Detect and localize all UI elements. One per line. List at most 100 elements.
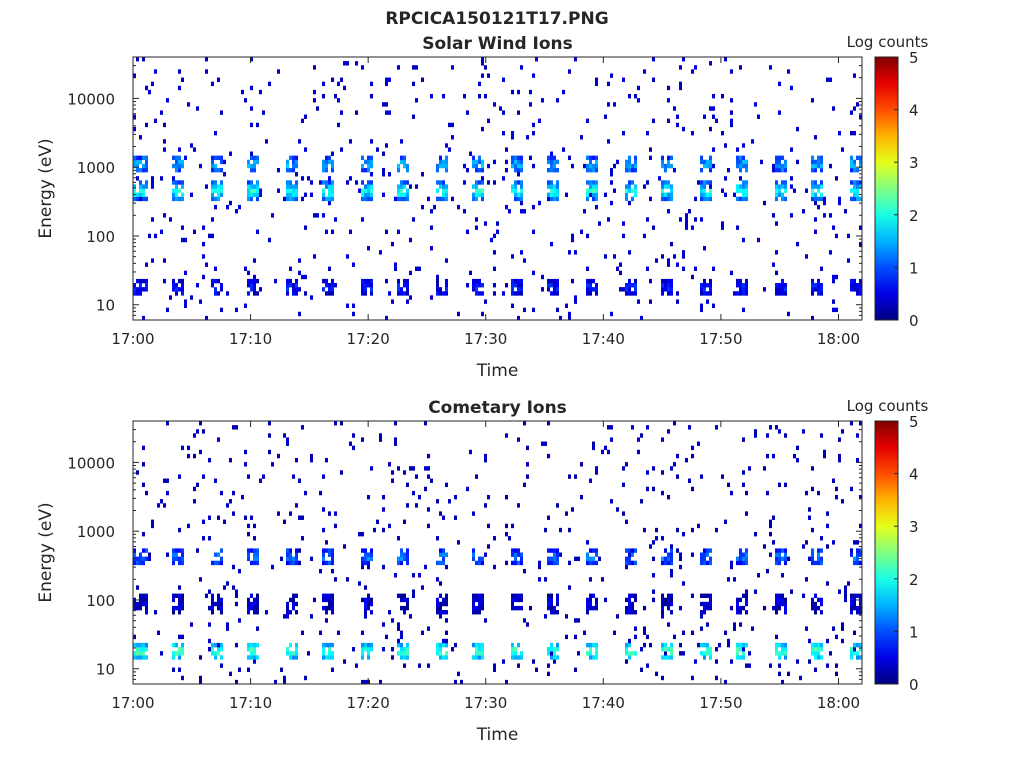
heat-cell <box>547 601 550 607</box>
heat-cell <box>415 98 418 103</box>
heat-cell <box>199 299 202 304</box>
heat-cell <box>673 106 676 111</box>
heat-cell <box>682 531 685 537</box>
heat-cell <box>736 655 739 660</box>
heat-cell <box>142 184 145 189</box>
heat-cell <box>850 421 853 426</box>
heat-cell <box>148 89 151 95</box>
heat-cell <box>208 622 211 627</box>
heat-cell <box>520 167 523 173</box>
heat-cell <box>817 560 820 566</box>
heat-cell <box>655 258 658 263</box>
heat-cell <box>370 283 373 288</box>
heat-cell <box>595 155 598 161</box>
heat-cell <box>535 667 538 672</box>
heat-cell <box>178 556 181 562</box>
heat-cell <box>589 601 592 607</box>
heat-cell <box>148 556 151 562</box>
heat-cell <box>742 163 745 169</box>
heat-cell <box>559 527 562 533</box>
heat-cell <box>811 98 814 103</box>
heat-cell <box>367 246 370 251</box>
heat-cell <box>769 663 772 668</box>
heat-cell <box>520 180 523 185</box>
heat-cell <box>511 601 514 607</box>
heat-cell <box>445 188 448 193</box>
heat-cell <box>733 622 736 627</box>
heat-cell <box>736 155 739 161</box>
heat-cell <box>142 278 145 284</box>
heat-cell <box>610 437 613 442</box>
heat-cell <box>742 642 745 648</box>
heat-cell <box>814 593 817 599</box>
heat-cell <box>256 655 259 660</box>
heat-cell <box>595 287 598 292</box>
heat-cell <box>256 122 259 128</box>
heat-cell <box>406 503 409 508</box>
heat-cell <box>664 196 667 202</box>
heat-cell <box>493 663 496 668</box>
heat-cell <box>814 196 817 202</box>
heat-cell <box>820 283 823 288</box>
heat-cell <box>550 167 553 173</box>
heat-cell <box>664 647 667 652</box>
heat-cell <box>727 167 730 173</box>
heat-cell <box>466 283 469 288</box>
heat-cell <box>136 651 139 656</box>
heat-cell <box>778 605 781 611</box>
heat-cell <box>589 192 592 198</box>
x-tick-label: 17:20 <box>347 330 390 348</box>
heat-cell <box>796 159 799 165</box>
heat-cell <box>631 548 634 553</box>
heat-cell <box>172 278 175 284</box>
heat-cell <box>652 57 655 62</box>
heat-cell <box>478 93 481 99</box>
heat-cell <box>859 552 862 557</box>
heat-cell <box>661 155 664 161</box>
heat-cell <box>634 651 637 656</box>
heat-cell <box>661 291 664 296</box>
heat-cell <box>286 196 289 202</box>
heat-cell <box>292 184 295 189</box>
heat-cell <box>253 659 256 664</box>
heat-cell <box>364 679 367 685</box>
heat-cell <box>514 159 517 165</box>
heat-cell <box>370 548 373 553</box>
heat-cell <box>706 548 709 553</box>
heat-cell <box>187 445 190 451</box>
heat-cell <box>538 577 541 582</box>
colorbar-tick-label: 5 <box>909 49 919 67</box>
heat-cell <box>472 184 475 189</box>
heat-cell <box>784 196 787 202</box>
heat-cell <box>199 421 202 426</box>
heat-cell <box>514 605 517 611</box>
heat-cell <box>181 283 184 288</box>
heat-cell <box>634 93 637 99</box>
heat-cell <box>166 490 169 496</box>
heat-cell <box>784 163 787 169</box>
heat-cell <box>784 601 787 607</box>
heat-cell <box>172 593 175 599</box>
heat-cell <box>586 642 589 648</box>
heat-cell <box>352 303 355 308</box>
heat-cell <box>820 560 823 566</box>
heat-cell <box>286 552 289 557</box>
heat-cell <box>151 523 154 529</box>
heat-cell <box>754 429 757 434</box>
heat-cell <box>472 552 475 557</box>
heat-cell <box>406 291 409 296</box>
heat-cell <box>439 642 442 648</box>
heat-cell <box>643 184 646 189</box>
heat-cell <box>397 167 400 173</box>
heat-cell <box>199 655 202 660</box>
heat-cell <box>691 274 694 280</box>
heat-cell <box>556 647 559 652</box>
y-tick-label: 100 <box>86 592 115 610</box>
heat-cell <box>553 167 556 173</box>
heat-cell <box>412 217 415 222</box>
heat-cell <box>139 597 142 603</box>
heat-cell <box>505 147 508 152</box>
heat-cell <box>595 167 598 173</box>
heat-cell <box>772 167 775 173</box>
heat-cell <box>427 626 430 631</box>
